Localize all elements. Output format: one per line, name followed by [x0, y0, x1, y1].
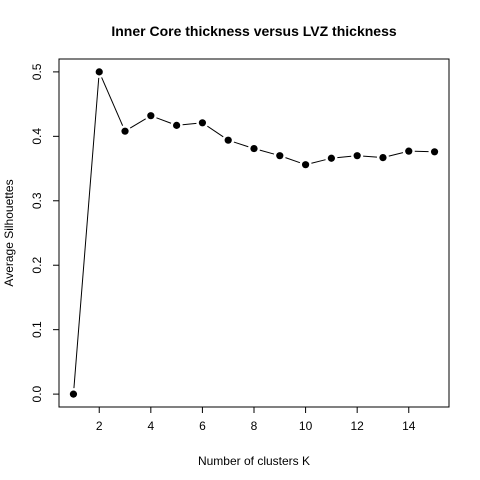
x-tick-label-12: 12: [350, 419, 364, 433]
line-segment-2: [101, 77, 124, 126]
line-segment-10: [311, 159, 326, 164]
line-segment-1: [73, 77, 100, 389]
data-point-k4: [147, 112, 155, 120]
data-point-k14: [405, 147, 413, 155]
line-segment-13: [388, 152, 404, 157]
data-point-k9: [276, 152, 284, 160]
data-point-k5: [173, 121, 181, 129]
x-axis: 2 4 6 8 10 12 14: [96, 407, 416, 433]
data-point-k13: [379, 154, 387, 162]
x-tick-label-10: 10: [299, 419, 313, 433]
chart-title: Inner Core thickness versus LVZ thicknes…: [111, 23, 397, 39]
data-point-k8: [250, 144, 258, 153]
y-tick-label-2: 0.2: [30, 257, 44, 274]
data-point-k10: [301, 161, 310, 169]
y-tick-label-1: 0.1: [30, 321, 44, 338]
y-axis-label: Average Silhouettes: [2, 179, 16, 286]
data-point-k12: [353, 152, 361, 160]
x-tick-label-4: 4: [147, 419, 154, 433]
data-point-k7: [224, 136, 232, 144]
line-segment-8: [259, 149, 275, 155]
y-axis: 0.0 0.1 0.2 0.3 0.4 0.5: [30, 63, 59, 402]
data-point-k1: [69, 390, 78, 398]
data-point-k15: [430, 148, 439, 156]
y-tick-label-3: 0.3: [30, 192, 44, 209]
data-point-k2: [95, 68, 103, 76]
y-tick-label-0: 0.0: [30, 385, 44, 402]
y-tick-label-5: 0.5: [30, 63, 44, 80]
x-axis-label: Number of clusters K: [198, 454, 310, 468]
x-tick-label-6: 6: [199, 419, 206, 433]
line-segment-9: [285, 157, 301, 164]
line-segment-4: [156, 117, 172, 124]
x-tick-label-2: 2: [96, 419, 103, 433]
line-segment-5: [182, 122, 197, 126]
y-tick-label-4: 0.4: [30, 128, 44, 145]
plot-frame: [58, 58, 450, 408]
line-segment-12: [363, 155, 378, 158]
line-segment-6: [207, 125, 224, 138]
series-points: [69, 68, 439, 398]
series-line: [73, 77, 429, 389]
data-point-k6: [198, 119, 207, 127]
data-point-k11: [327, 154, 335, 162]
line-segment-11: [337, 155, 352, 159]
line-segment-3: [129, 118, 146, 129]
data-point-k3: [121, 127, 129, 135]
x-tick-label-8: 8: [251, 419, 258, 433]
x-tick-label-14: 14: [402, 419, 416, 433]
line-segment-7: [233, 141, 249, 148]
